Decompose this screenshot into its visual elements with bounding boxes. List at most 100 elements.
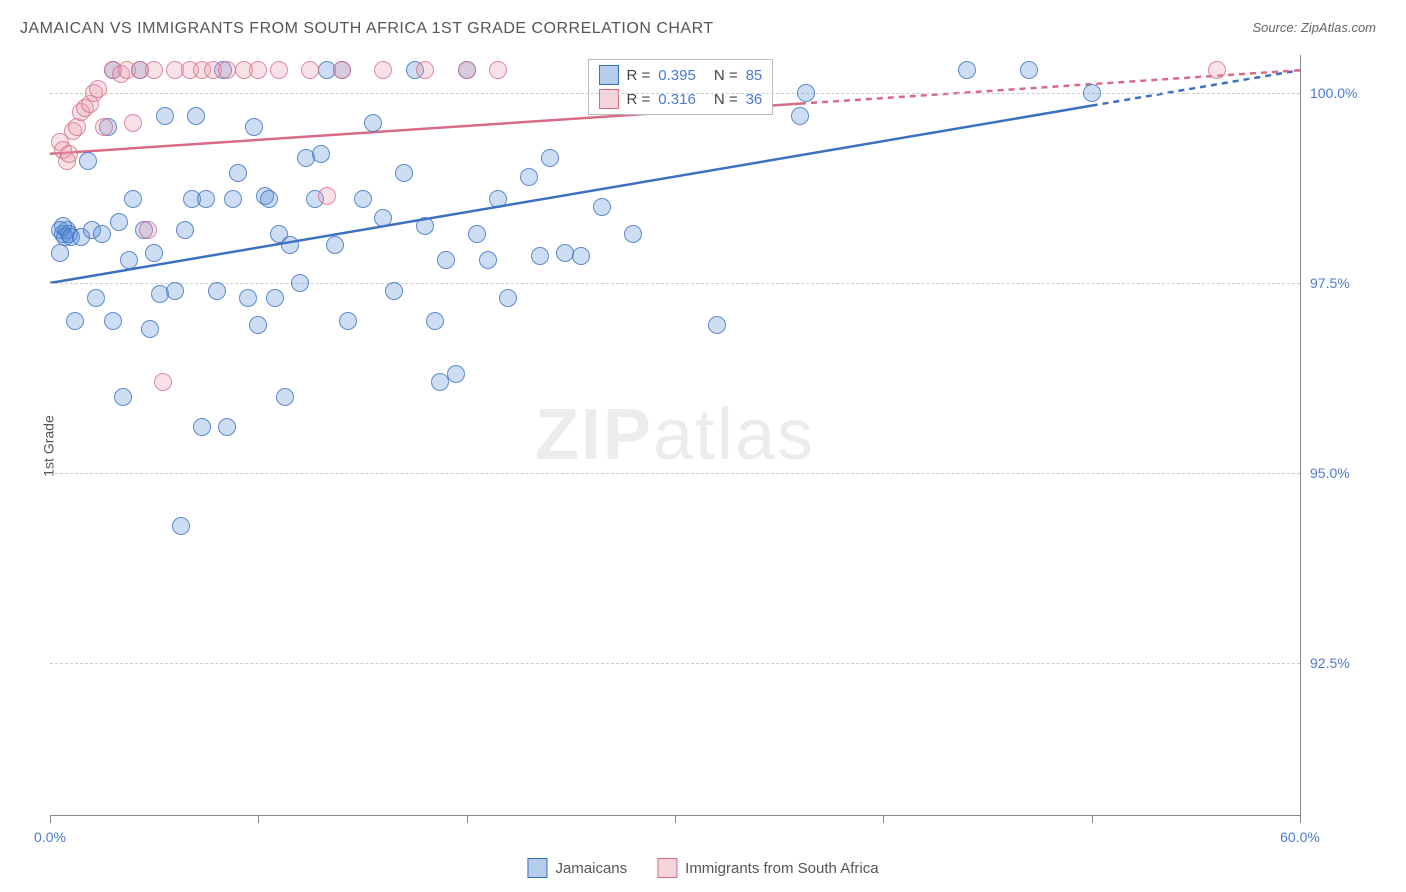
x-tick-mark <box>1300 815 1301 823</box>
scatter-point-sa <box>374 61 392 79</box>
x-tick-label: 0.0% <box>34 829 66 845</box>
scatter-point-jamaicans <box>416 217 434 235</box>
stats-row: R =0.395N =85 <box>589 63 773 87</box>
legend-item: Jamaicans <box>527 858 627 878</box>
legend-swatch <box>599 65 619 85</box>
scatter-point-jamaicans <box>291 274 309 292</box>
scatter-point-jamaicans <box>431 373 449 391</box>
scatter-point-jamaicans <box>437 251 455 269</box>
scatter-point-jamaicans <box>468 225 486 243</box>
scatter-point-sa <box>95 118 113 136</box>
stats-n-value: 85 <box>746 67 763 84</box>
scatter-point-jamaicans <box>797 84 815 102</box>
scatter-point-sa <box>154 373 172 391</box>
scatter-point-sa <box>60 145 78 163</box>
scatter-point-jamaicans <box>593 198 611 216</box>
scatter-point-sa <box>68 118 86 136</box>
scatter-point-jamaicans <box>395 164 413 182</box>
scatter-point-jamaicans <box>208 282 226 300</box>
scatter-point-jamaicans <box>218 418 236 436</box>
scatter-point-jamaicans <box>104 312 122 330</box>
scatter-point-jamaicans <box>141 320 159 338</box>
scatter-point-jamaicans <box>572 247 590 265</box>
y-tick-label: 97.5% <box>1310 275 1370 291</box>
scatter-point-sa <box>333 61 351 79</box>
scatter-point-sa <box>270 61 288 79</box>
scatter-point-jamaicans <box>624 225 642 243</box>
scatter-point-jamaicans <box>1020 61 1038 79</box>
scatter-point-jamaicans <box>145 244 163 262</box>
scatter-point-jamaicans <box>312 145 330 163</box>
x-tick-label: 60.0% <box>1280 829 1320 845</box>
scatter-point-jamaicans <box>489 190 507 208</box>
gridline-horizontal <box>50 663 1300 664</box>
scatter-point-sa <box>416 61 434 79</box>
scatter-point-sa <box>489 61 507 79</box>
scatter-point-sa <box>318 187 336 205</box>
scatter-point-jamaicans <box>110 213 128 231</box>
legend-label: Immigrants from South Africa <box>685 860 878 877</box>
stats-n-label: N = <box>714 67 738 84</box>
scatter-point-jamaicans <box>447 365 465 383</box>
scatter-point-jamaicans <box>183 190 201 208</box>
scatter-point-sa <box>145 61 163 79</box>
stats-r-label: R = <box>627 67 651 84</box>
scatter-point-sa <box>301 61 319 79</box>
scatter-point-jamaicans <box>1083 84 1101 102</box>
scatter-point-jamaicans <box>374 209 392 227</box>
scatter-point-jamaicans <box>224 190 242 208</box>
scatter-point-sa <box>89 80 107 98</box>
x-tick-mark <box>258 815 259 823</box>
y-tick-label: 95.0% <box>1310 465 1370 481</box>
y-tick-label: 92.5% <box>1310 655 1370 671</box>
scatter-point-jamaicans <box>276 388 294 406</box>
correlation-stats-box: R =0.395N =85R =0.316N =36 <box>588 59 774 115</box>
trendline-jamaicans-extrapolated <box>1092 70 1300 105</box>
scatter-point-jamaicans <box>239 289 257 307</box>
scatter-point-jamaicans <box>708 316 726 334</box>
scatter-point-jamaicans <box>281 236 299 254</box>
scatter-point-jamaicans <box>66 312 84 330</box>
scatter-point-jamaicans <box>339 312 357 330</box>
scatter-point-jamaicans <box>229 164 247 182</box>
scatter-point-jamaicans <box>791 107 809 125</box>
scatter-point-jamaicans <box>499 289 517 307</box>
scatter-point-jamaicans <box>354 190 372 208</box>
scatter-point-jamaicans <box>51 244 69 262</box>
scatter-point-jamaicans <box>479 251 497 269</box>
scatter-point-jamaicans <box>364 114 382 132</box>
scatter-point-jamaicans <box>93 225 111 243</box>
x-tick-mark <box>883 815 884 823</box>
scatter-point-jamaicans <box>245 118 263 136</box>
scatter-point-jamaicans <box>260 190 278 208</box>
scatter-point-jamaicans <box>426 312 444 330</box>
legend-item: Immigrants from South Africa <box>657 858 878 878</box>
scatter-point-jamaicans <box>79 152 97 170</box>
scatter-point-jamaicans <box>114 388 132 406</box>
legend-label: Jamaicans <box>555 860 627 877</box>
legend-swatch <box>527 858 547 878</box>
scatter-point-sa <box>139 221 157 239</box>
gridline-horizontal <box>50 283 1300 284</box>
x-tick-mark <box>467 815 468 823</box>
scatter-point-jamaicans <box>249 316 267 334</box>
scatter-point-jamaicans <box>520 168 538 186</box>
scatter-point-sa <box>124 114 142 132</box>
scatter-point-jamaicans <box>172 517 190 535</box>
scatter-point-jamaicans <box>193 418 211 436</box>
scatter-point-sa <box>218 61 236 79</box>
y-tick-label: 100.0% <box>1310 85 1370 101</box>
scatter-point-jamaicans <box>87 289 105 307</box>
scatter-point-jamaicans <box>326 236 344 254</box>
scatter-point-jamaicans <box>176 221 194 239</box>
stats-row: R =0.316N =36 <box>589 87 773 111</box>
scatter-point-jamaicans <box>541 149 559 167</box>
scatter-point-jamaicans <box>266 289 284 307</box>
watermark: ZIPatlas <box>535 394 815 476</box>
scatter-point-sa <box>1208 61 1226 79</box>
x-tick-mark <box>50 815 51 823</box>
scatter-point-jamaicans <box>156 107 174 125</box>
scatter-point-sa <box>458 61 476 79</box>
scatter-point-jamaicans <box>556 244 574 262</box>
scatter-point-jamaicans <box>531 247 549 265</box>
